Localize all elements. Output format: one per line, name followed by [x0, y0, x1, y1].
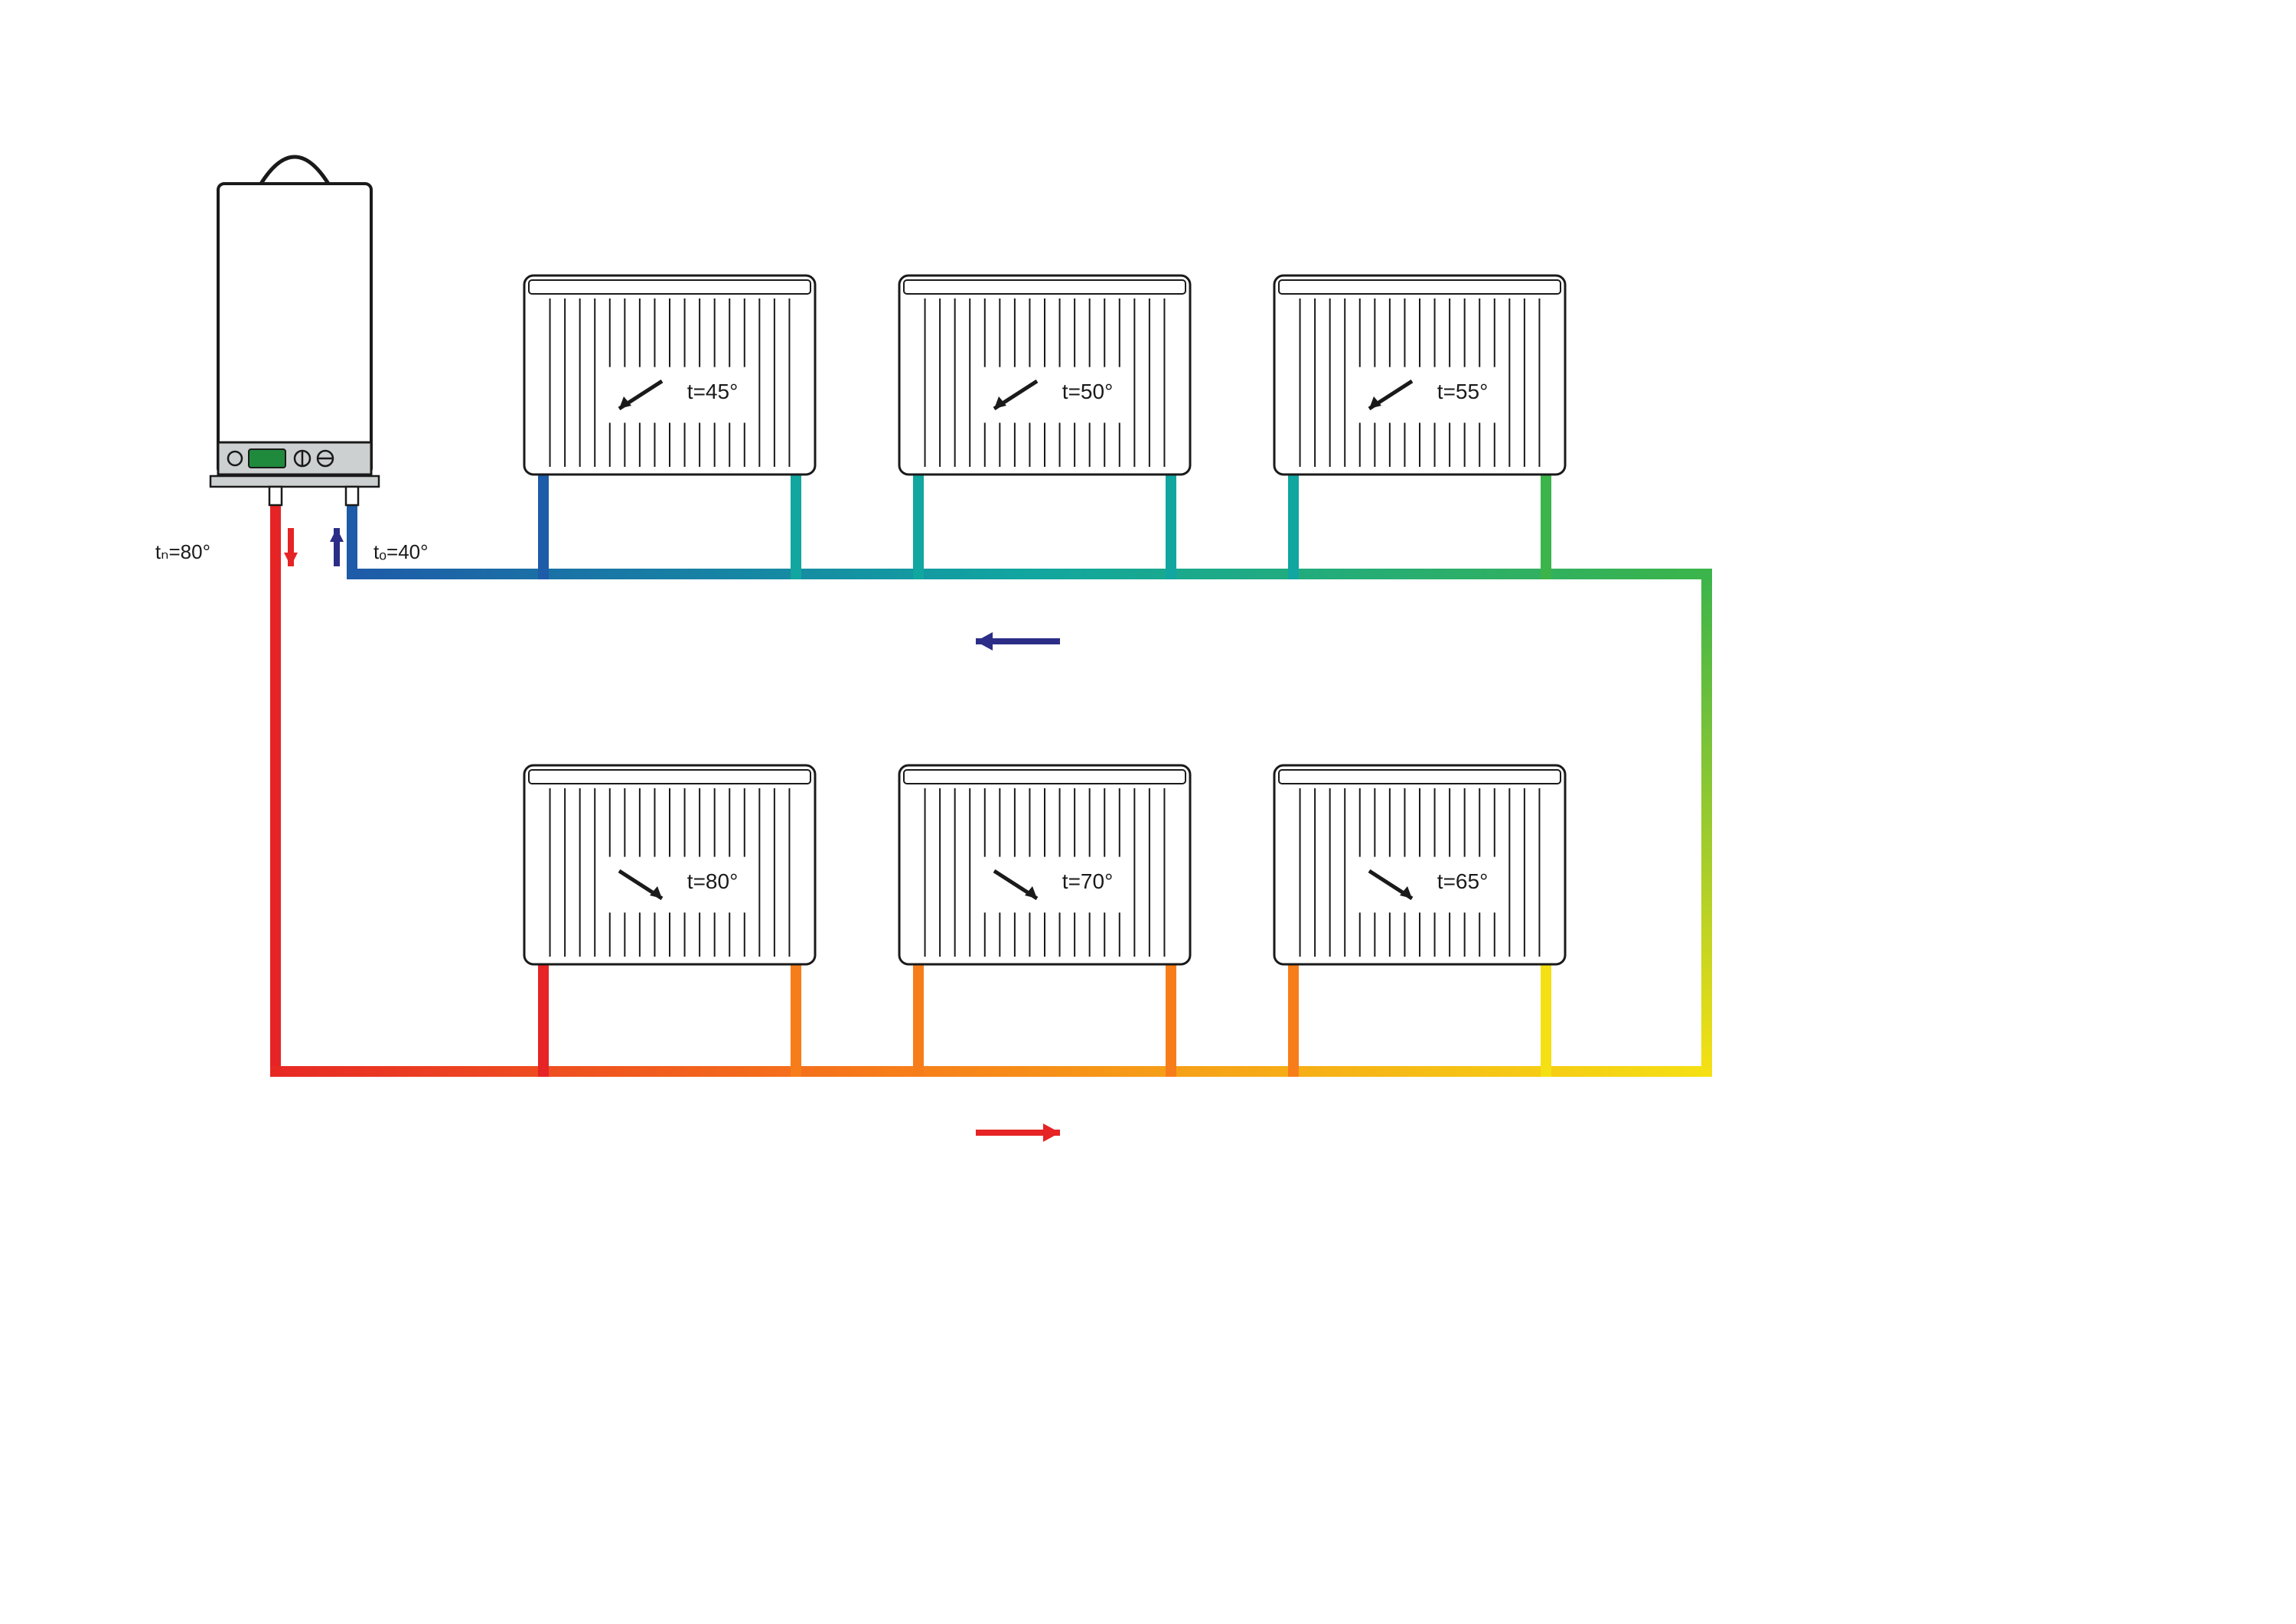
radiator-bottom-1: t=70° [899, 765, 1190, 1077]
supply-temp-label: tₙ=80° [155, 540, 210, 563]
return-flow-arrow [976, 632, 1060, 651]
radiator-top-1: t=50° [899, 276, 1190, 579]
radiator-bottom-2: t=65° [1274, 765, 1565, 1077]
radiator-top-2: t=55° [1274, 276, 1565, 579]
boiler-outflow-arrow [284, 528, 298, 566]
radiator-temp-label: t=80° [687, 869, 738, 893]
radiator-temp-label: t=50° [1062, 380, 1113, 403]
radiator-temp-label: t=65° [1437, 869, 1488, 893]
boiler [210, 157, 379, 505]
boiler-inflow-arrow [330, 528, 344, 566]
return-temp-label: tₒ=40° [373, 540, 429, 563]
radiator-temp-label: t=70° [1062, 869, 1113, 893]
radiator-temp-label: t=55° [1437, 380, 1488, 403]
radiator-bottom-0: t=80° [524, 765, 815, 1077]
supply-flow-arrow [976, 1123, 1060, 1142]
radiator-temp-label: t=45° [687, 380, 738, 403]
radiator-top-0: t=45° [524, 276, 815, 579]
